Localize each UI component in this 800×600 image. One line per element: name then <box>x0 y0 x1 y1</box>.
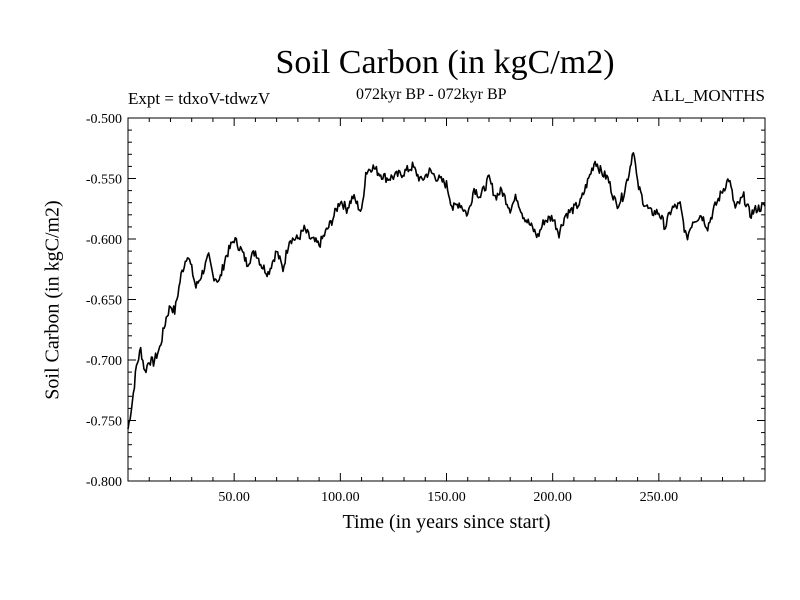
y-tick-label: -0.600 <box>86 233 122 248</box>
tick-marks <box>128 118 765 481</box>
x-axis-label: Time (in years since start) <box>342 511 551 533</box>
plot-frame <box>127 117 766 482</box>
period-label: 072kyr BP - 072kyr BP <box>356 86 507 103</box>
x-tick-label: 50.00 <box>218 490 250 505</box>
y-tick-label: -0.750 <box>86 415 122 430</box>
y-tick-label: -0.700 <box>86 354 122 369</box>
y-tick-label: -0.800 <box>86 475 122 490</box>
y-tick-label: -0.650 <box>86 294 122 309</box>
x-tick-label: 100.00 <box>321 490 360 505</box>
y-tick-label: -0.550 <box>86 173 122 188</box>
tick-labels: 50.00 100.00 150.00 200.00 250.00 -0.500 -0.55… <box>86 112 678 505</box>
soil-carbon-series-line <box>127 152 766 430</box>
y-tick-label: -0.500 <box>86 112 122 127</box>
months-label: ALL_MONTHS <box>651 86 765 105</box>
series-group <box>127 152 766 430</box>
chart-title: Soil Carbon (in kgC/m2) <box>275 44 615 81</box>
x-tick-label: 200.00 <box>533 490 572 505</box>
x-tick-label: 150.00 <box>427 490 466 505</box>
experiment-label: Expt = tdxoV-tdwzV <box>128 89 271 108</box>
x-tick-label: 250.00 <box>640 490 679 505</box>
